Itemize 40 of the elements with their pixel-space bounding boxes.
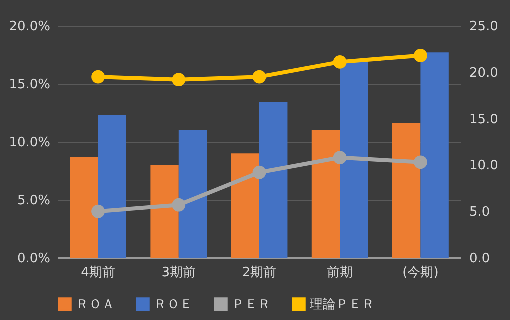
point: [172, 198, 186, 212]
y-tick-label: 20.0%: [9, 20, 50, 34]
y2-tick-label: 0.0: [470, 252, 490, 266]
y2-tick-label: 15.0: [470, 112, 498, 128]
y-tick-label: 0.0%: [17, 252, 50, 266]
y-tick-label: 15.0%: [9, 78, 50, 92]
point: [92, 70, 106, 84]
y2-tick-label: 5.0: [470, 205, 490, 220]
bar: [70, 157, 98, 258]
point: [252, 70, 266, 84]
bar: [150, 165, 179, 258]
x-tick-label: 3期前: [162, 266, 196, 280]
point: [333, 55, 347, 69]
legend-label: ＲＯＥ: [154, 297, 193, 312]
point: [414, 49, 428, 62]
x-tick-label: 4期前: [81, 266, 116, 280]
bar: [98, 115, 127, 258]
legend-label: 理論ＰＥＲ: [310, 297, 375, 312]
bar: [312, 130, 340, 258]
y-tick-label: 10.0%: [9, 136, 50, 150]
x-tick-label: 前期: [327, 266, 354, 280]
point: [333, 151, 347, 164]
y2-tick-label: 25.0: [470, 20, 498, 34]
bar: [231, 154, 260, 258]
x-tick-label: 2期前: [242, 266, 277, 280]
point: [92, 204, 106, 218]
y-tick-label: 5.0%: [17, 194, 50, 208]
y2-tick-label: 20.0: [470, 66, 498, 81]
point: [414, 156, 428, 170]
bar: [260, 102, 288, 258]
point: [252, 166, 266, 180]
y2-tick-label: 10.0: [470, 158, 498, 174]
bar: [392, 123, 421, 258]
legend-label: ＰＥＲ: [232, 297, 271, 312]
x-tick-label: (今期): [402, 266, 439, 280]
bar: [340, 60, 368, 258]
point: [172, 73, 186, 87]
bar: [420, 52, 449, 258]
legend-label: ＲＯＡ: [76, 297, 115, 312]
bar: [178, 130, 208, 258]
